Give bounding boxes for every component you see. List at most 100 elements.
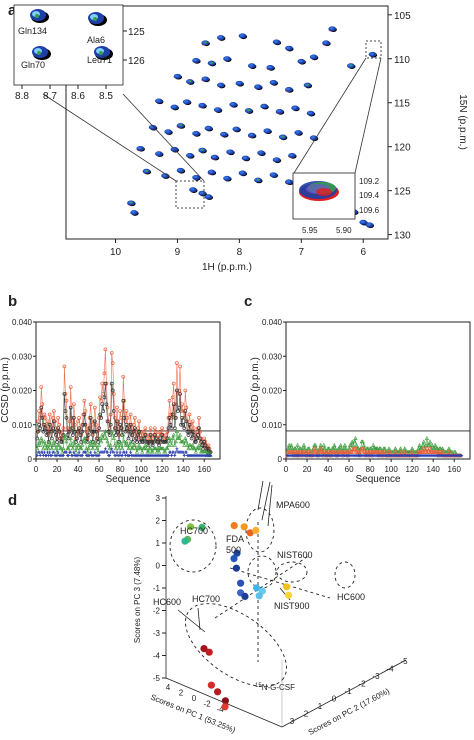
data-point xyxy=(420,442,425,447)
data-point xyxy=(100,402,105,407)
inset-peak-green xyxy=(99,51,103,55)
peak-light-blue xyxy=(307,111,313,115)
data-point xyxy=(184,450,188,454)
peak-light-blue xyxy=(205,126,210,130)
data-point xyxy=(128,439,133,444)
pc3-tick-label: -2 xyxy=(153,607,161,616)
data-point xyxy=(356,450,361,454)
data-point xyxy=(398,450,403,454)
y-tick-label: 0 xyxy=(28,455,33,464)
peak-light-blue xyxy=(329,26,334,30)
data-point xyxy=(46,433,51,437)
x-tick-label: 120 xyxy=(405,465,419,474)
data-point xyxy=(288,446,293,451)
leader-line xyxy=(177,609,206,633)
data-point xyxy=(332,442,337,447)
data-point xyxy=(110,388,115,393)
data-point xyxy=(85,440,90,444)
data-point xyxy=(67,454,71,458)
data-point xyxy=(88,439,93,444)
data-point xyxy=(190,429,195,434)
peak-light-blue xyxy=(258,150,263,154)
zoom-connector xyxy=(42,93,177,182)
data-point xyxy=(191,426,196,431)
data-point xyxy=(164,440,169,444)
x-tick-label: 80 xyxy=(116,465,125,474)
group-label-mpa600: MPA600 xyxy=(276,500,310,510)
data-point xyxy=(87,442,92,447)
data-point xyxy=(42,422,47,427)
data-point xyxy=(127,429,132,434)
data-point xyxy=(378,446,383,451)
data-point xyxy=(173,416,178,420)
data-point xyxy=(108,454,112,458)
data-point xyxy=(402,450,407,454)
data-point xyxy=(339,446,344,451)
data-point xyxy=(203,443,208,448)
data-point xyxy=(402,446,407,451)
pca-point xyxy=(283,583,291,591)
pc1-ticks: 420 -2 -4 xyxy=(166,683,224,714)
x-tick-label: 20 xyxy=(303,465,312,474)
data-point xyxy=(168,422,173,427)
data-point xyxy=(118,439,123,444)
data-point xyxy=(290,446,295,451)
data-point xyxy=(76,419,80,424)
peak-light-blue xyxy=(366,223,371,226)
spectrum-x-ticks: 10 9 8 7 6 xyxy=(110,239,366,258)
peak-green xyxy=(281,135,285,138)
data-point xyxy=(174,429,179,433)
pca-point xyxy=(240,523,248,531)
data-point xyxy=(116,429,120,434)
data-point xyxy=(52,419,56,424)
data-point xyxy=(94,429,98,434)
data-point xyxy=(48,450,52,454)
data-point xyxy=(83,450,87,454)
data-point xyxy=(80,442,85,447)
data-point xyxy=(84,429,89,434)
data-point xyxy=(289,442,294,447)
inset-y-tick-label: 126 xyxy=(128,56,145,67)
data-point xyxy=(35,454,39,458)
data-point xyxy=(184,439,189,444)
pca-point xyxy=(255,592,263,600)
data-point xyxy=(197,446,203,451)
pca-points xyxy=(181,522,293,711)
data-point xyxy=(59,446,64,451)
x-tick-label: 140 xyxy=(427,465,441,474)
pc2-tick-label: -3 xyxy=(372,672,380,681)
group-label-15n-gcsf: 15N-G-CSF xyxy=(255,683,295,692)
data-point xyxy=(300,446,305,451)
data-point xyxy=(421,439,426,444)
data-point xyxy=(106,429,111,434)
inset-x-tick-label: 8.8 xyxy=(15,91,29,102)
peak-label-gln134: Gln134 xyxy=(18,26,47,36)
series-line xyxy=(286,438,461,457)
y-tick-label: 0 xyxy=(278,455,283,464)
data-point xyxy=(90,433,95,437)
panel-c-letter: c xyxy=(244,293,252,310)
group-ellipse xyxy=(247,555,277,589)
data-point xyxy=(128,422,133,427)
x-tick-label: 120 xyxy=(155,465,169,474)
data-point xyxy=(103,447,107,451)
peak-light-blue xyxy=(233,127,238,130)
data-point xyxy=(74,446,80,451)
pca-point xyxy=(200,645,208,653)
data-point xyxy=(77,426,81,431)
data-point xyxy=(153,446,158,451)
data-point xyxy=(341,446,346,451)
ccsd-panel-b: 0 20 40 60 80 100 120 140 160 0 0.010 0.020 0.030 0.0… xyxy=(0,318,221,485)
data-point xyxy=(83,439,88,444)
data-point xyxy=(393,450,398,454)
y-tick-label: 110 xyxy=(394,55,410,66)
data-point xyxy=(70,433,75,437)
data-point xyxy=(171,432,176,437)
pc2-tick-label: 1 xyxy=(318,702,323,711)
spectrum-peaks xyxy=(127,26,378,229)
pc3-axis-label: Scores on PC 3 (7.48%) xyxy=(133,557,142,644)
data-point xyxy=(132,426,137,431)
data-point xyxy=(99,398,104,403)
peak-green xyxy=(188,80,192,83)
